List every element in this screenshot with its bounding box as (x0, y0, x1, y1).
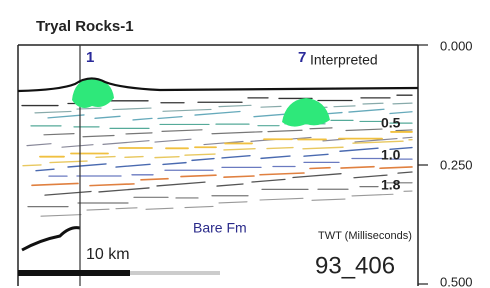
horizon-label: 1.8 (381, 177, 401, 193)
horizon-label: 1.0 (381, 147, 401, 163)
title: Tryal Rocks-1 (36, 18, 134, 35)
panel-label: Interpreted (310, 52, 378, 68)
axis-tick-label: 0.500 (440, 274, 473, 288)
reflector (141, 179, 168, 180)
reflector (310, 168, 330, 169)
survey-label: 93_406 (315, 252, 395, 279)
well-label: 7 (298, 49, 306, 66)
horizon-label: 0.5 (381, 115, 401, 131)
seismic-figure: Tryal Rocks-1 0.000 0.250 0.500 1 7 Inte… (0, 0, 490, 288)
reflector (96, 157, 115, 158)
reflector (393, 103, 412, 104)
formation-label: Bare Fm (193, 220, 247, 236)
reflector (403, 137, 412, 138)
reflector (155, 157, 179, 158)
reflector (125, 157, 143, 158)
axis-tick-label: 0.000 (440, 38, 473, 53)
axis-label: TWT (Milliseconds) (318, 230, 412, 242)
axis-tick-label: 0.250 (440, 157, 473, 172)
scale-bar (18, 270, 130, 276)
scale-bar-extension (130, 271, 220, 275)
reflector (363, 103, 383, 104)
reflector (334, 106, 355, 107)
reflector (23, 165, 41, 166)
reflector (261, 106, 281, 107)
scale-label: 10 km (86, 246, 130, 263)
well-label: 1 (86, 49, 94, 66)
